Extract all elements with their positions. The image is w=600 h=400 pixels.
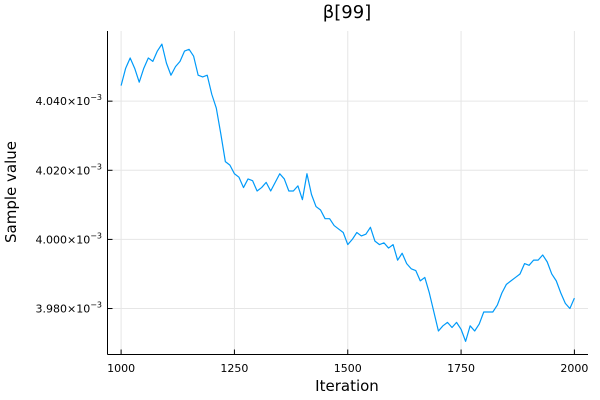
y-tick-label: 4.000×10−3	[35, 231, 102, 246]
y-tick-label: 4.020×10−3	[35, 162, 102, 177]
x-tick-label: 1000	[107, 362, 135, 375]
series	[120, 43, 575, 342]
y-tick-label: 3.980×10−3	[35, 301, 102, 316]
grid	[107, 31, 588, 355]
x-tick-label: 1250	[220, 362, 248, 375]
x-tick-label: 1750	[447, 362, 475, 375]
y-axis-label: Sample value	[2, 141, 20, 243]
chart-title: β[99]	[323, 2, 371, 23]
x-axis-label: Iteration	[315, 377, 379, 395]
x-tick-label: 2000	[560, 362, 588, 375]
y-tick-label: 4.040×10−3	[35, 93, 102, 108]
x-tick-label: 1500	[334, 362, 362, 375]
series-line	[120, 43, 575, 342]
ticks: 1000 1250 1500 1750 2000 3.980×10−3 4.000×10−3…	[35, 93, 588, 375]
